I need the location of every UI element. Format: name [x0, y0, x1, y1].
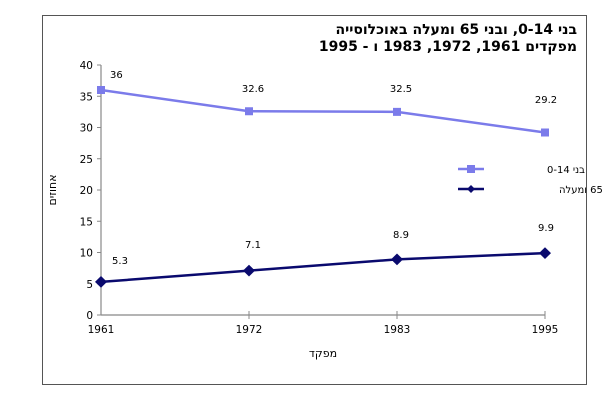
data-label: 32.6	[242, 84, 264, 95]
y-tick-label: 0	[86, 310, 93, 322]
data-label: 7.1	[245, 240, 261, 251]
y-axis-title: אחוזים	[46, 174, 59, 205]
series-ages-0-14: 36 32.6 32.5 29.2	[97, 70, 557, 137]
data-label: 8.9	[393, 230, 409, 241]
x-ticks	[248, 311, 546, 319]
data-label: 32.5	[390, 84, 412, 95]
legend-label: בני 0-14	[547, 165, 585, 176]
data-point-marker	[245, 107, 253, 116]
x-tick-label: 1983	[384, 324, 411, 336]
data-label: 36	[110, 70, 123, 81]
y-tick-label: 10	[80, 248, 93, 260]
data-label: 9.9	[538, 223, 554, 234]
legend-item-ages-65-plus: בני 65 ומעלה	[458, 185, 605, 196]
x-tick-label: 1995	[532, 324, 559, 336]
x-axis-title: מפקד	[309, 347, 337, 360]
data-point-marker	[393, 107, 401, 116]
data-point-marker	[391, 253, 403, 266]
data-point-marker	[539, 247, 551, 259]
data-label: 29.2	[535, 95, 557, 106]
y-tick-label: 40	[80, 60, 93, 72]
legend-item-ages-0-14: בני 0-14	[458, 165, 585, 176]
data-label: 5.3	[112, 256, 128, 267]
y-tick-label: 25	[80, 154, 93, 166]
chart-frame	[42, 15, 587, 385]
data-point-marker	[97, 86, 105, 94]
chart-title-line-2: מפקדים 1961, 1972, 1983 ו - 1995	[318, 39, 577, 55]
legend: בני 0-14 בני 65 ומעלה	[458, 165, 605, 196]
y-tick-label: 20	[80, 185, 93, 197]
square-marker-icon	[467, 165, 475, 173]
diamond-marker-icon	[467, 185, 475, 193]
data-point-marker	[541, 128, 549, 137]
series-ages-65-plus: 5.3 7.1 8.9 9.9	[95, 223, 554, 288]
data-point-marker	[95, 276, 107, 288]
x-tick-label: 1961	[88, 324, 115, 336]
y-tick-labels: 0 5 10 15 20 25 30 35 40	[80, 60, 93, 322]
y-ticks	[97, 64, 101, 316]
chart-title-line-1: בני 0-14, ובני 65 ומעלה באוכלוסייה	[335, 22, 577, 38]
data-point-marker	[243, 264, 255, 277]
x-tick-label: 1972	[236, 324, 263, 336]
y-tick-label: 15	[80, 216, 93, 228]
chart-title: בני 0-14, ובני 65 ומעלה באוכלוסייה מפקדי…	[319, 22, 577, 56]
x-tick-labels: 1961 1972 1983 1995	[88, 324, 559, 336]
legend-label: בני 65 ומעלה	[559, 185, 605, 196]
y-tick-label: 35	[80, 91, 93, 103]
y-tick-label: 30	[80, 123, 93, 135]
y-tick-label: 5	[86, 279, 93, 291]
